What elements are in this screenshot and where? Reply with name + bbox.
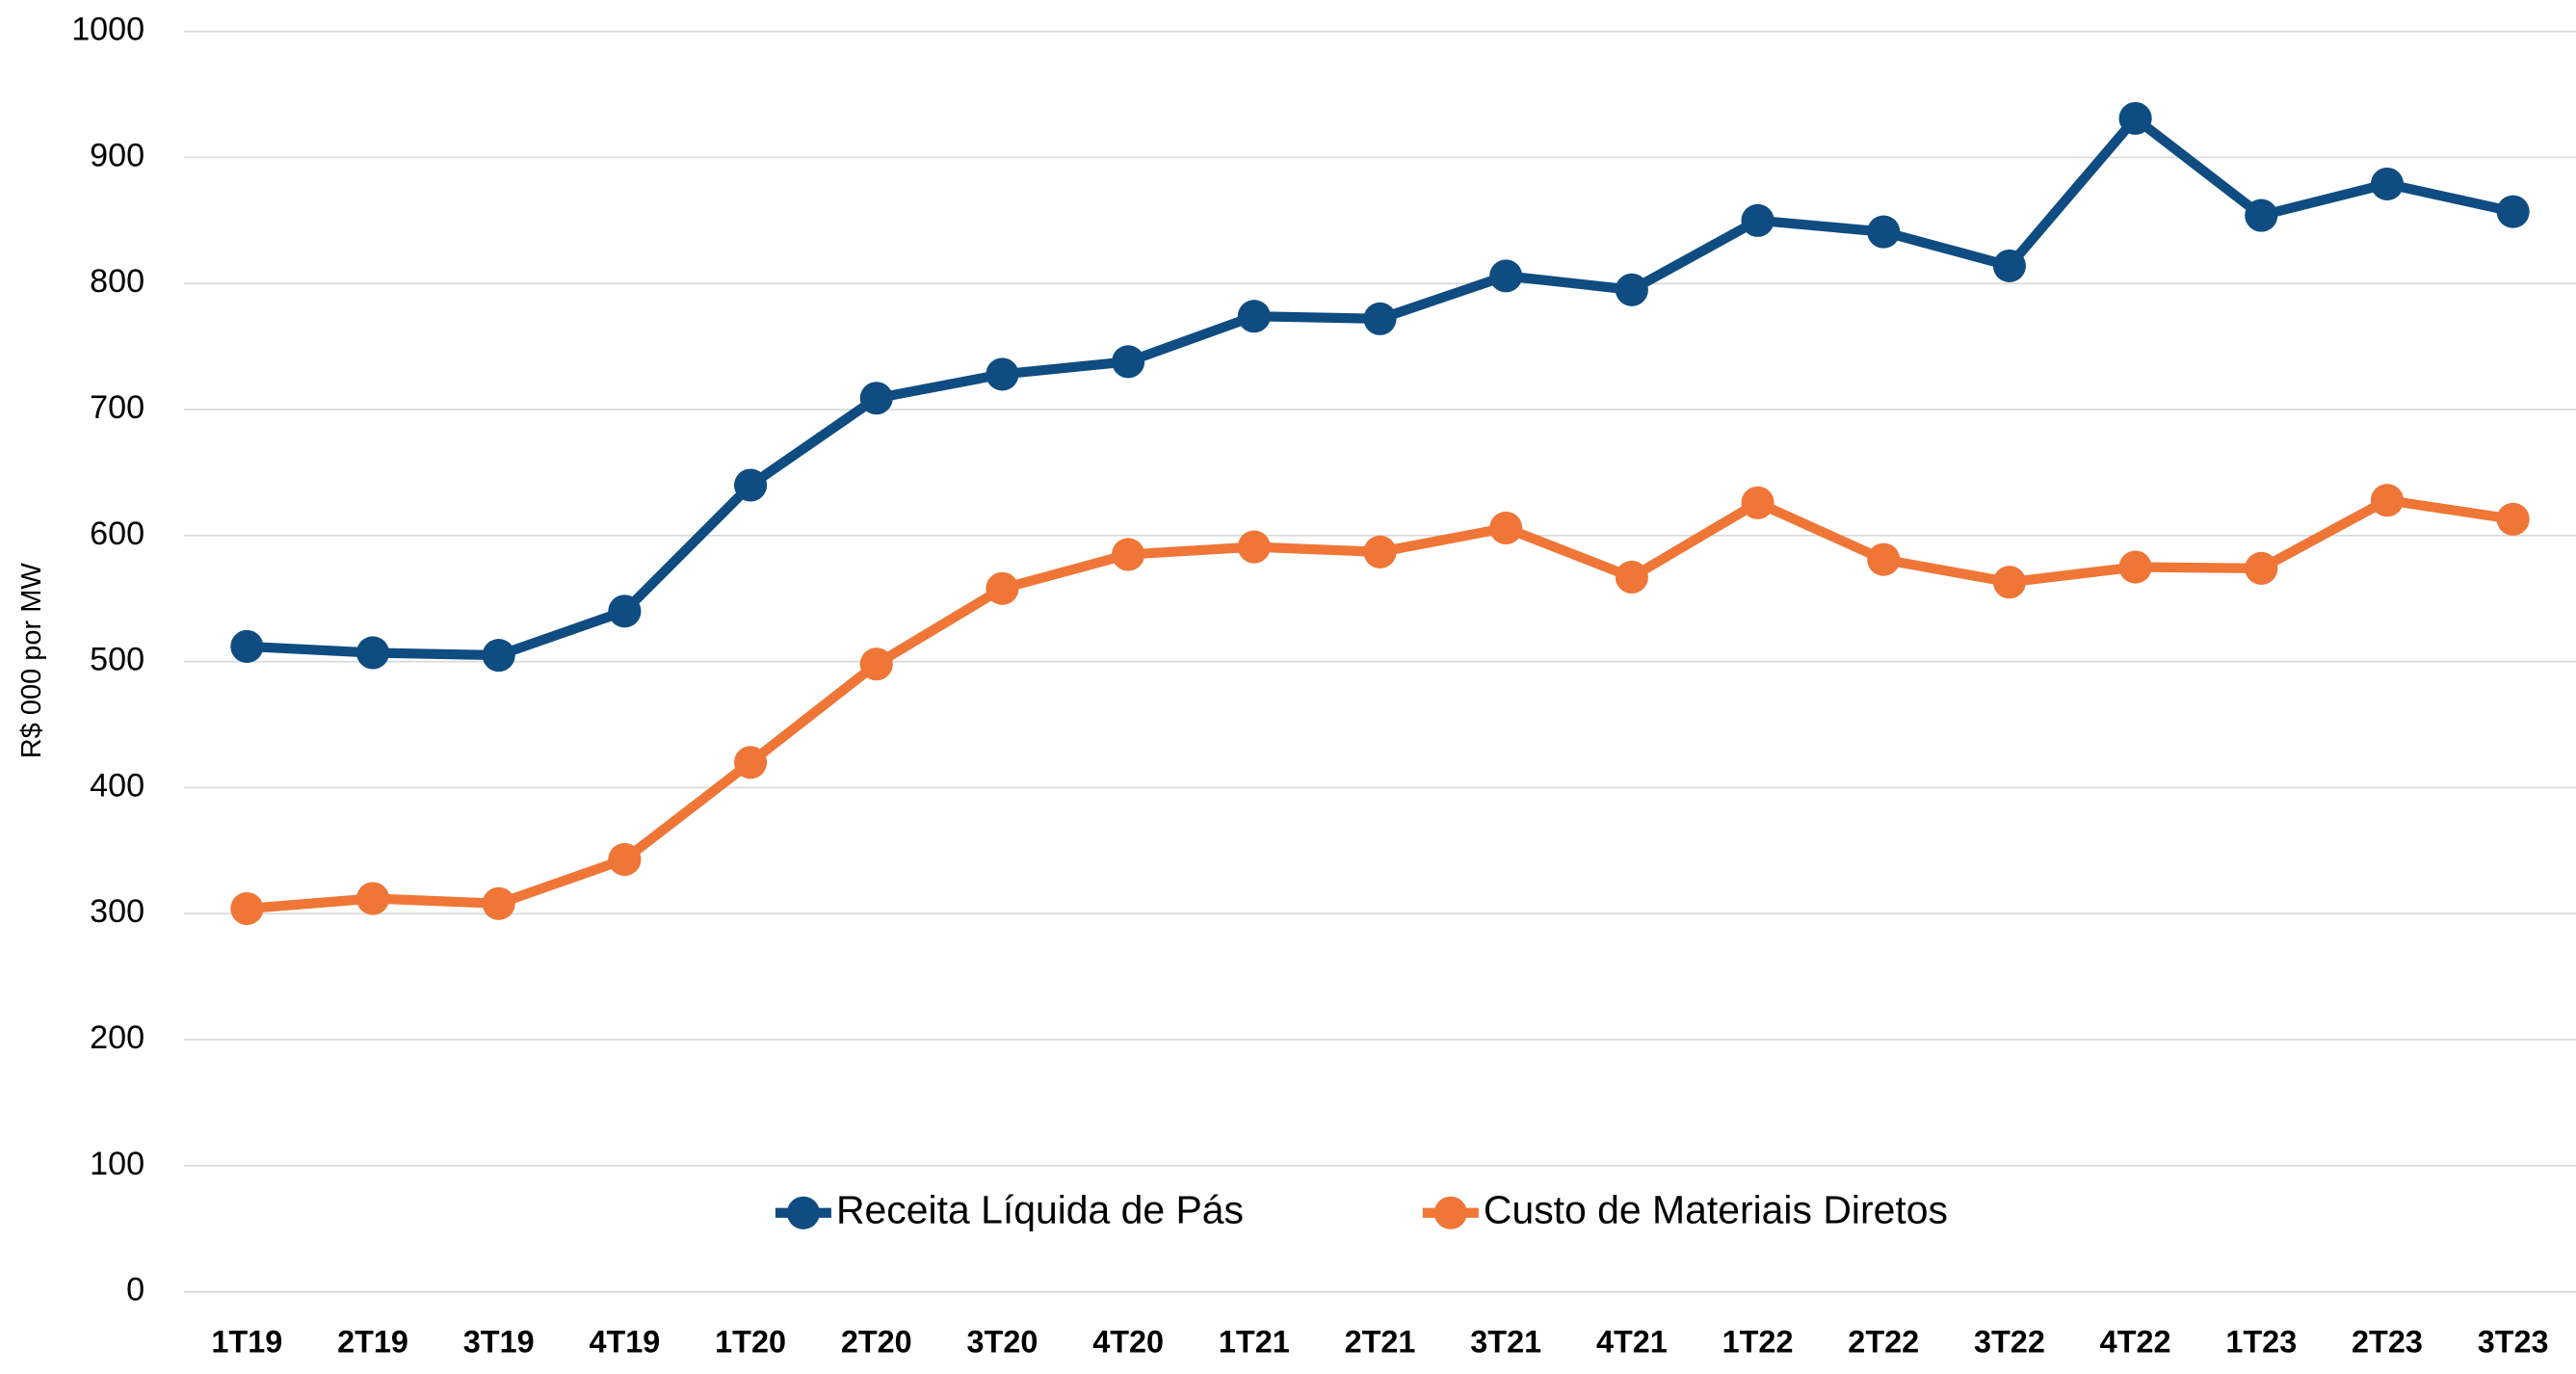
data-point xyxy=(2496,502,2530,536)
data-point xyxy=(1112,345,1145,379)
data-point xyxy=(608,595,642,628)
y-tick-label: 800 xyxy=(90,263,145,300)
data-point xyxy=(986,571,1019,605)
y-tick-label: 500 xyxy=(90,642,145,678)
data-point xyxy=(2245,198,2278,232)
x-tick-label: 3T20 xyxy=(967,1325,1038,1360)
y-tick-label: 400 xyxy=(90,767,145,804)
data-point xyxy=(1363,302,1397,335)
data-point xyxy=(2245,551,2278,585)
data-point xyxy=(482,886,515,920)
x-tick-label: 3T23 xyxy=(2478,1325,2549,1360)
x-tick-label: 2T23 xyxy=(2352,1325,2423,1360)
y-axis-label: R$ 000 por MW xyxy=(16,563,47,759)
y-tick-label: 0 xyxy=(126,1272,145,1308)
data-point xyxy=(1237,300,1271,333)
data-point xyxy=(734,468,768,502)
x-tick-label: 1T22 xyxy=(1722,1325,1794,1360)
x-tick-label: 3T19 xyxy=(463,1325,535,1360)
data-point xyxy=(1992,249,2026,282)
data-point xyxy=(1741,486,1774,519)
data-point xyxy=(1237,530,1271,564)
data-point xyxy=(2496,195,2530,228)
data-point xyxy=(1867,215,1901,249)
y-tick-label: 1000 xyxy=(71,12,145,48)
legend-label: Custo de Materiais Diretos xyxy=(1484,1188,1948,1232)
data-point xyxy=(2118,101,2152,135)
data-point xyxy=(2370,167,2405,200)
x-tick-label: 3T21 xyxy=(1470,1325,1541,1360)
x-tick-label: 2T21 xyxy=(1345,1325,1416,1360)
series-line xyxy=(247,113,2514,661)
data-point xyxy=(482,639,515,673)
y-tick-label: 700 xyxy=(90,389,145,426)
data-point xyxy=(1867,542,1901,576)
x-tick-label: 1T23 xyxy=(2225,1325,2297,1360)
data-point xyxy=(1615,560,1648,595)
y-tick-label: 600 xyxy=(90,515,145,552)
data-point xyxy=(859,647,893,681)
data-point xyxy=(2118,550,2152,584)
data-point xyxy=(1489,511,1523,545)
data-point xyxy=(1112,538,1145,571)
legend-marker xyxy=(1433,1196,1467,1229)
data-point xyxy=(2370,484,2405,517)
x-tick-label: 3T22 xyxy=(1974,1325,2045,1360)
data-point xyxy=(1363,535,1397,568)
x-tick-label: 1T19 xyxy=(211,1325,282,1360)
data-point xyxy=(1615,273,1648,306)
data-point xyxy=(355,882,390,915)
data-point xyxy=(355,636,390,670)
legend-label: Receita Líquida de Pás xyxy=(836,1188,1244,1232)
data-point xyxy=(986,357,1019,391)
y-tick-label: 100 xyxy=(90,1146,145,1182)
legend-marker xyxy=(786,1196,820,1229)
x-tick-label: 4T19 xyxy=(589,1325,660,1360)
data-point xyxy=(859,382,893,415)
x-tick-label: 4T21 xyxy=(1596,1325,1668,1360)
data-point xyxy=(230,891,264,926)
data-point xyxy=(230,629,264,663)
data-point xyxy=(1741,203,1774,237)
x-tick-label: 2T22 xyxy=(1848,1325,1919,1360)
x-tick-label: 1T20 xyxy=(715,1325,786,1360)
y-tick-label: 900 xyxy=(90,137,145,173)
data-point xyxy=(1992,566,2026,599)
x-tick-label: 2T19 xyxy=(337,1325,408,1360)
x-tick-label: 4T22 xyxy=(2100,1325,2171,1360)
x-tick-label: 1T21 xyxy=(1219,1325,1290,1360)
data-point xyxy=(734,746,768,779)
data-point xyxy=(1489,259,1523,293)
y-tick-label: 200 xyxy=(90,1019,145,1056)
data-point xyxy=(608,842,642,877)
x-tick-label: 4T20 xyxy=(1092,1325,1164,1360)
x-tick-label: 2T20 xyxy=(841,1325,912,1360)
y-tick-label: 300 xyxy=(90,893,145,930)
